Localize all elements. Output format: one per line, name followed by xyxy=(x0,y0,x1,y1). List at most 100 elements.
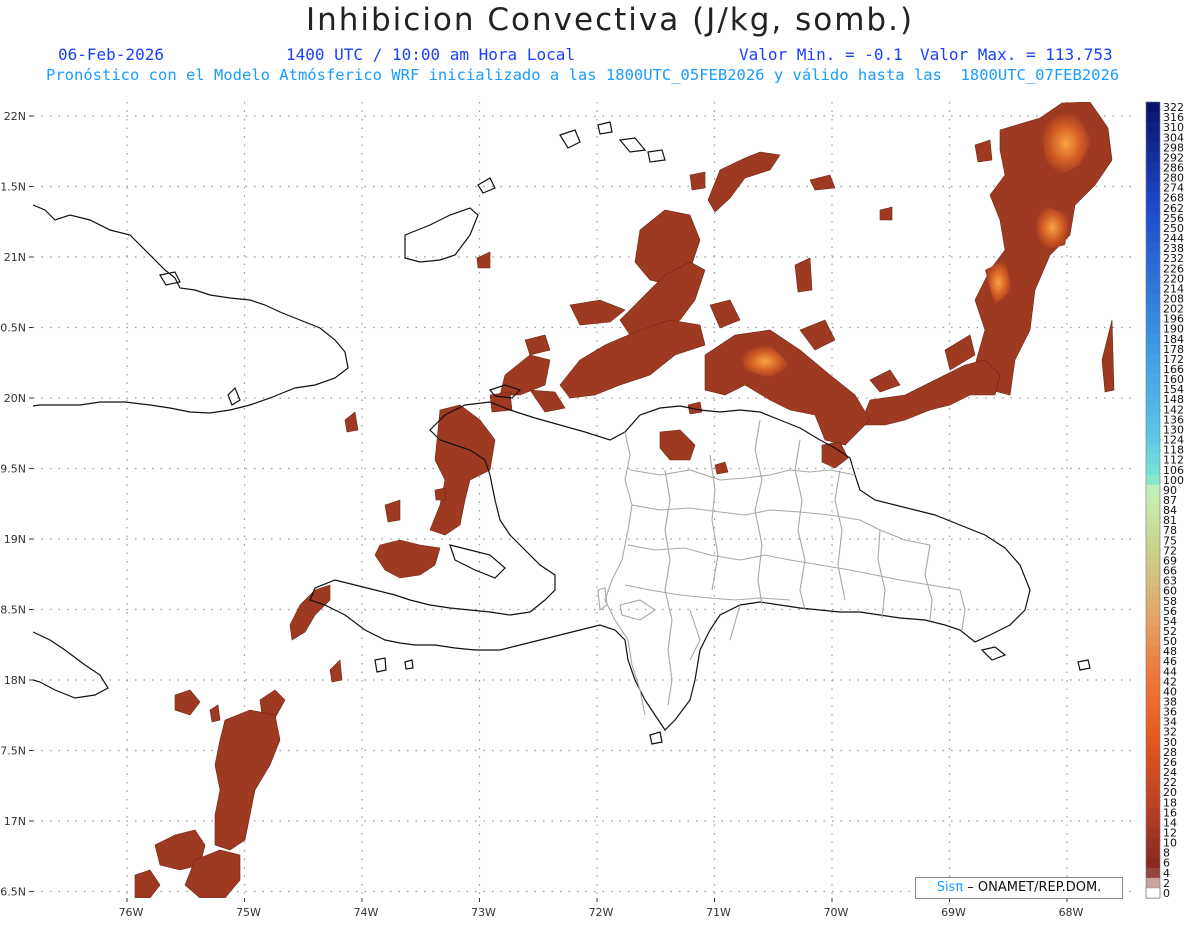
colorbar: 3223163103042982922862802742682622562502… xyxy=(1145,101,1184,900)
cin-region-ne-hot2 xyxy=(1035,205,1070,250)
colorbar-label: 48 xyxy=(1163,645,1177,658)
cin-region-ne-small1 xyxy=(974,139,993,163)
lat-tick-label: 18N xyxy=(4,674,26,687)
bahamas-island3 xyxy=(559,129,581,149)
cin-region-mid4 xyxy=(559,319,706,399)
saona-island xyxy=(980,646,1007,661)
colorbar-label: 2 xyxy=(1163,877,1170,890)
colorbar-label: 26 xyxy=(1163,756,1177,769)
lat-tick-label: 9.5N xyxy=(0,463,26,476)
cin-shaded-areas xyxy=(134,102,1115,898)
colorbar-label: 81 xyxy=(1163,514,1177,527)
colorbar-swatch xyxy=(1146,857,1160,869)
colorbar-swatch xyxy=(1146,132,1160,143)
colorbar-swatch xyxy=(1146,636,1160,647)
cin-region-small-a xyxy=(344,411,359,433)
lat-tick-label: 1.5N xyxy=(0,181,26,194)
colorbar-label: 160 xyxy=(1163,373,1184,386)
cin-region-nw2 xyxy=(529,389,566,413)
colorbar-swatch xyxy=(1146,575,1160,586)
lat-tick-label: 6.5N xyxy=(0,886,26,899)
colorbar-swatch xyxy=(1146,646,1160,657)
lat-tick-label: 8.5N xyxy=(0,604,26,617)
colorbar-label: 75 xyxy=(1163,534,1177,547)
colorbar-swatch xyxy=(1146,142,1160,153)
hispaniola-coast xyxy=(309,401,1031,731)
colorbar-label: 63 xyxy=(1163,575,1177,588)
colorbar-swatch xyxy=(1146,867,1160,879)
bahamas-island6 xyxy=(647,149,666,163)
colorbar-swatch xyxy=(1146,333,1160,345)
cin-region-east-band3 xyxy=(869,369,901,393)
cin-region-dr-north xyxy=(659,429,696,461)
colorbar-label: 4 xyxy=(1163,867,1170,880)
colorbar-label: 298 xyxy=(1163,141,1184,154)
cin-region-mid6 xyxy=(809,174,836,191)
colorbar-label: 36 xyxy=(1163,706,1177,719)
colorbar-label: 8 xyxy=(1163,847,1170,860)
colorbar-swatch xyxy=(1146,454,1160,466)
colorbar-swatch xyxy=(1146,263,1160,274)
forecast-time: 1400 UTC / 10:00 am Hora Local xyxy=(286,45,575,64)
cin-region-mid8 xyxy=(569,299,626,326)
colorbar-swatch xyxy=(1146,313,1160,324)
cin-region-ne-small2 xyxy=(1101,319,1115,393)
colorbar-label: 316 xyxy=(1163,111,1184,124)
colorbar-label: 32 xyxy=(1163,726,1177,739)
tortuga-island xyxy=(488,384,522,399)
colorbar-label: 322 xyxy=(1163,101,1184,114)
colorbar-swatch xyxy=(1146,474,1160,486)
colorbar-swatch xyxy=(1146,172,1160,183)
cin-region-dr-n3 xyxy=(687,401,703,415)
colorbar-swatch xyxy=(1146,837,1160,848)
colorbar-label: 184 xyxy=(1163,333,1184,346)
bahamas-island1 xyxy=(404,207,479,263)
colorbar-swatch xyxy=(1146,434,1160,445)
lon-tick-label: 76W xyxy=(119,906,144,919)
colorbar-label: 262 xyxy=(1163,202,1184,215)
colorbar-label: 238 xyxy=(1163,242,1184,255)
colorbar-label: 12 xyxy=(1163,827,1177,840)
colorbar-label: 256 xyxy=(1163,212,1184,225)
colorbar-swatch xyxy=(1146,222,1160,234)
colorbar-swatch xyxy=(1146,555,1160,566)
colorbar-label: 14 xyxy=(1163,816,1177,829)
cuba-cay2 xyxy=(227,386,241,406)
colorbar-label: 154 xyxy=(1163,383,1184,396)
colorbar-swatch xyxy=(1146,817,1160,828)
forecast-date: 06-Feb-2026 xyxy=(58,45,164,64)
colorbar-swatch xyxy=(1146,625,1160,637)
forecast-description: Pronóstico con el Modelo Atmósferico WRF… xyxy=(46,66,1120,84)
lat-tick-label: 0.5N xyxy=(0,322,26,335)
colorbar-swatch xyxy=(1146,605,1160,617)
colorbar-swatch xyxy=(1146,243,1160,254)
cin-region-north-big-hot xyxy=(740,345,790,378)
cin-region-dr-ne xyxy=(821,441,849,469)
colorbar-label: 286 xyxy=(1163,161,1184,174)
colorbar-label: 44 xyxy=(1163,665,1177,678)
cin-region-mid3 xyxy=(707,151,781,213)
map-title: Inhibicion Convectiva (J/kg, somb.) xyxy=(305,2,915,38)
colorbar-swatch xyxy=(1145,887,1161,899)
colorbar-label: 16 xyxy=(1163,806,1177,819)
lon-tick-label: 70W xyxy=(824,906,849,919)
colorbar-label: 226 xyxy=(1163,262,1184,275)
cin-region-mid7 xyxy=(794,257,813,293)
colorbar-swatch xyxy=(1146,343,1160,355)
cin-region-mid5 xyxy=(689,171,706,191)
colorbar-label: 100 xyxy=(1163,474,1184,487)
colorbar-swatch xyxy=(1146,726,1160,738)
colorbar-swatch xyxy=(1146,253,1160,264)
lat-tick-label: 20N xyxy=(4,392,26,405)
lat-tick-label: 22N xyxy=(4,110,26,123)
colorbar-label: 136 xyxy=(1163,413,1184,426)
colorbar-swatch xyxy=(1146,716,1160,728)
lon-tick-label: 72W xyxy=(589,906,614,919)
lat-tick-label: 7.5N xyxy=(0,745,26,758)
lon-tick-label: 74W xyxy=(354,906,379,919)
colorbar-swatch xyxy=(1146,273,1160,284)
sispi-logo: Sisπ xyxy=(936,880,964,895)
cin-region-sw-band9 xyxy=(329,659,343,683)
colorbar-swatch xyxy=(1146,807,1160,818)
